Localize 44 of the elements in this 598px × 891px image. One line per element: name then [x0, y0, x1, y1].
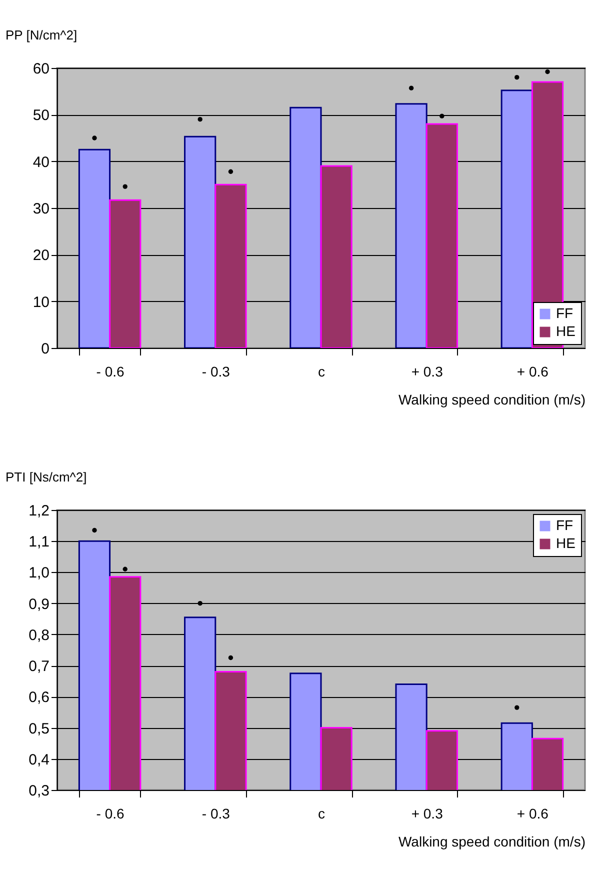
bar: [426, 123, 458, 348]
bar: [290, 106, 322, 348]
legend-label: HE: [556, 323, 576, 339]
bar: [500, 90, 533, 348]
x-tick-label: + 0.3: [411, 364, 444, 380]
y-tick-label: 20: [32, 247, 50, 264]
bar: [395, 103, 428, 348]
x-tick-label: c: [318, 806, 325, 822]
y-tick-label: 1,0: [28, 564, 50, 582]
legend-label: FF: [556, 517, 574, 533]
bar: [78, 148, 111, 348]
y-tick-label: 0,3: [28, 782, 50, 800]
x-axis-title: Walking speed condition (m/s): [398, 834, 586, 850]
y-tick-label: 0: [41, 340, 50, 358]
y-tick-label: 0,4: [28, 751, 50, 768]
bar: [184, 136, 216, 348]
x-tick-label: - 0.3: [202, 364, 230, 380]
x-tick-label: c: [318, 364, 325, 380]
x-tick-label: + 0.3: [411, 806, 444, 822]
y-tick-label: 60: [32, 60, 50, 78]
x-tick-label: - 0.6: [96, 364, 125, 380]
y-tick-label: 0,7: [28, 658, 50, 676]
y-tick-label: 10: [32, 294, 50, 311]
y-tick-label: 50: [32, 107, 50, 124]
legend-label: FF: [556, 305, 574, 321]
y-tick-label: 0,9: [28, 596, 50, 613]
bar: [214, 184, 247, 348]
x-axis-title: Walking speed condition (m/s): [398, 392, 586, 408]
y-axis-title: PTI [Ns/cm^2]: [6, 470, 87, 484]
y-tick-label: 1,1: [28, 534, 50, 551]
y-tick-label: 1,2: [28, 502, 50, 520]
y-tick-label: 0,8: [28, 626, 50, 644]
y-tick-label: 0,5: [28, 720, 50, 738]
x-tick-label: + 0.6: [516, 364, 549, 380]
y-tick-label: 40: [32, 154, 50, 171]
y-tick-label: 0,6: [28, 689, 50, 706]
bar: [320, 165, 352, 348]
x-tick-label: - 0.6: [96, 806, 125, 822]
x-tick-label: + 0.6: [516, 806, 549, 822]
y-axis-title: PP [N/cm^2]: [6, 28, 78, 42]
bar: [109, 199, 142, 348]
x-tick-label: - 0.3: [202, 806, 230, 822]
y-tick-label: 30: [32, 200, 50, 218]
legend-label: HE: [556, 535, 576, 551]
